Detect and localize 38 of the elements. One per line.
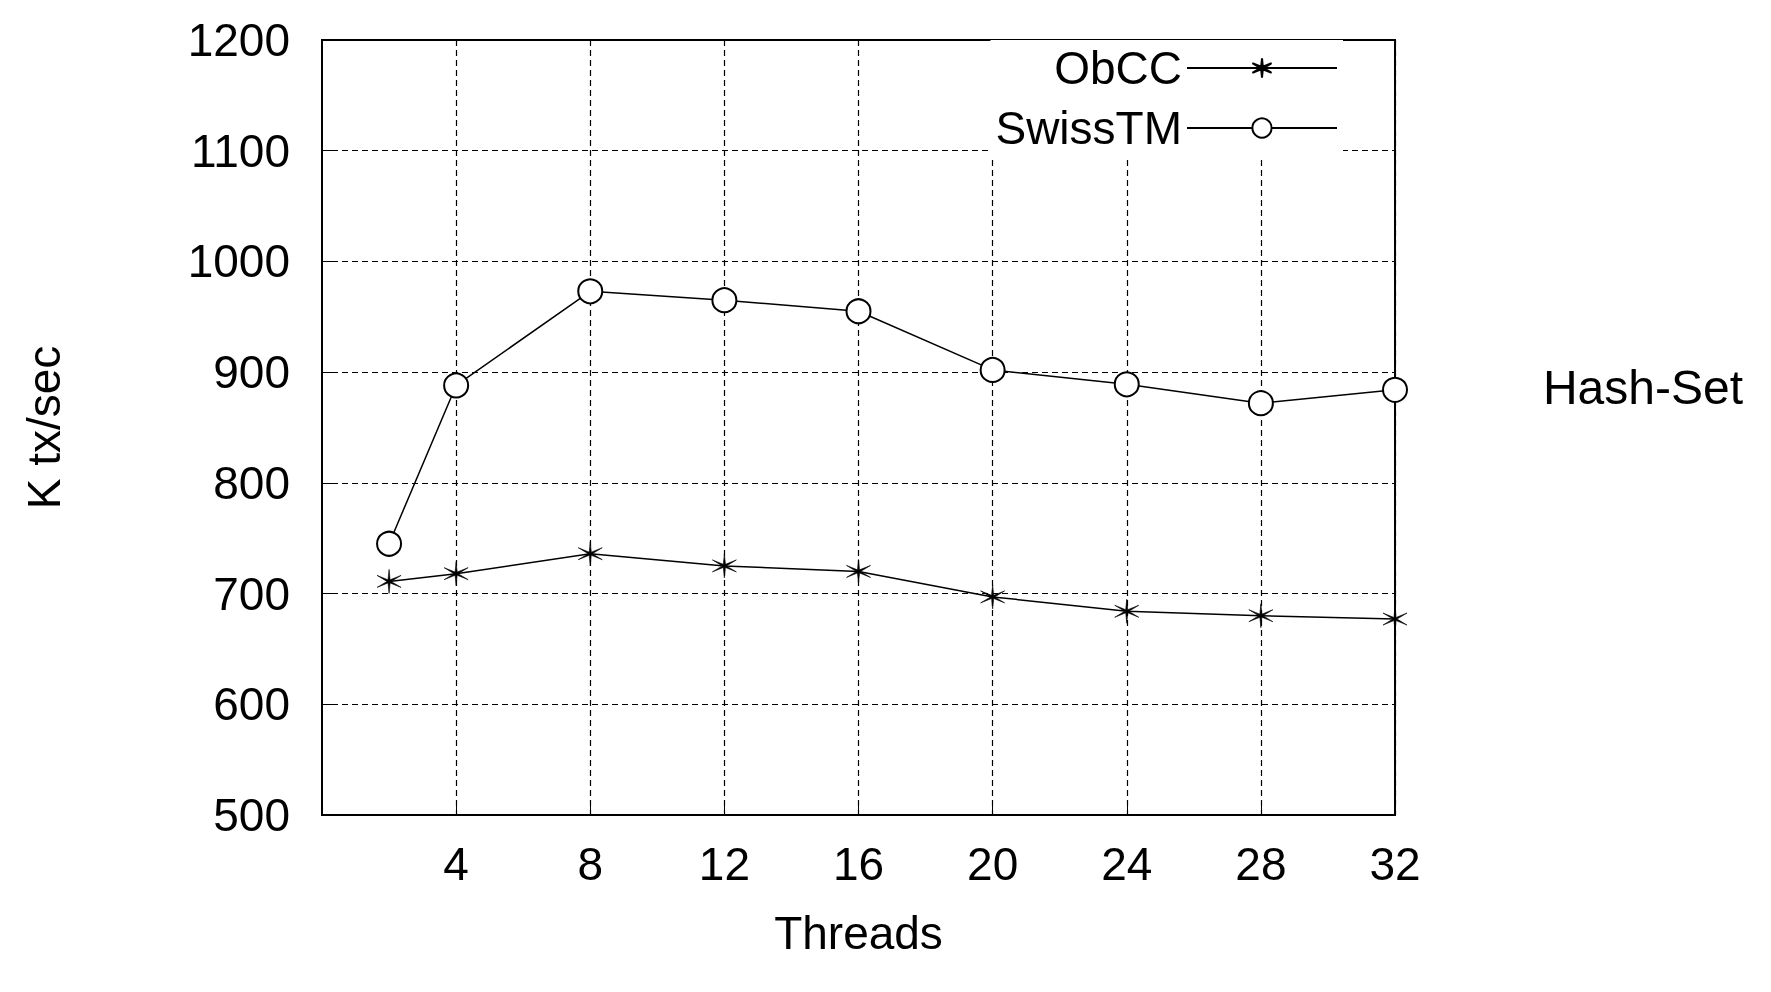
- point: [979, 356, 1006, 383]
- text: Hash-Set: [1542, 360, 1744, 414]
- point: [711, 287, 738, 314]
- y-tick-label: 1000: [187, 235, 290, 288]
- x-tick-label: 8: [577, 838, 604, 890]
- y-tick-label: 1100: [191, 124, 290, 177]
- point: [712, 553, 737, 579]
- point: [1382, 376, 1408, 403]
- point: [980, 584, 1005, 610]
- y-tick-label: 700: [213, 567, 290, 620]
- point: [443, 561, 469, 586]
- point: [376, 530, 403, 557]
- point: [577, 541, 603, 567]
- point: [846, 559, 871, 584]
- point: [1113, 371, 1140, 398]
- y-tick-label: 500: [213, 789, 290, 841]
- x-tick-label: 4: [443, 838, 469, 890]
- x-tick-label: 20: [967, 838, 1019, 890]
- legend-label: ObCC: [1054, 42, 1182, 94]
- point: [1247, 390, 1274, 417]
- legend-label: SwissTM: [995, 102, 1182, 154]
- point: [845, 298, 872, 325]
- x-tick-label: 12: [698, 838, 750, 890]
- y-tick-label: 600: [213, 678, 290, 731]
- point: [1114, 598, 1140, 624]
- point: [1248, 603, 1274, 629]
- x-tick-label: 32: [1369, 838, 1421, 890]
- y-axis-title: K tx/sec: [18, 345, 70, 510]
- y-tick-label: 1200: [187, 14, 290, 66]
- x-tick-label: 24: [1101, 838, 1153, 890]
- x-axis-title: Threads: [774, 907, 943, 959]
- x-tick-label: 28: [1235, 838, 1287, 890]
- x-tick-label: 16: [832, 838, 885, 890]
- point: [443, 372, 470, 399]
- point: [376, 569, 402, 594]
- point: [577, 278, 604, 305]
- y-tick-label: 800: [213, 456, 290, 509]
- y-tick-label: 900: [213, 346, 290, 399]
